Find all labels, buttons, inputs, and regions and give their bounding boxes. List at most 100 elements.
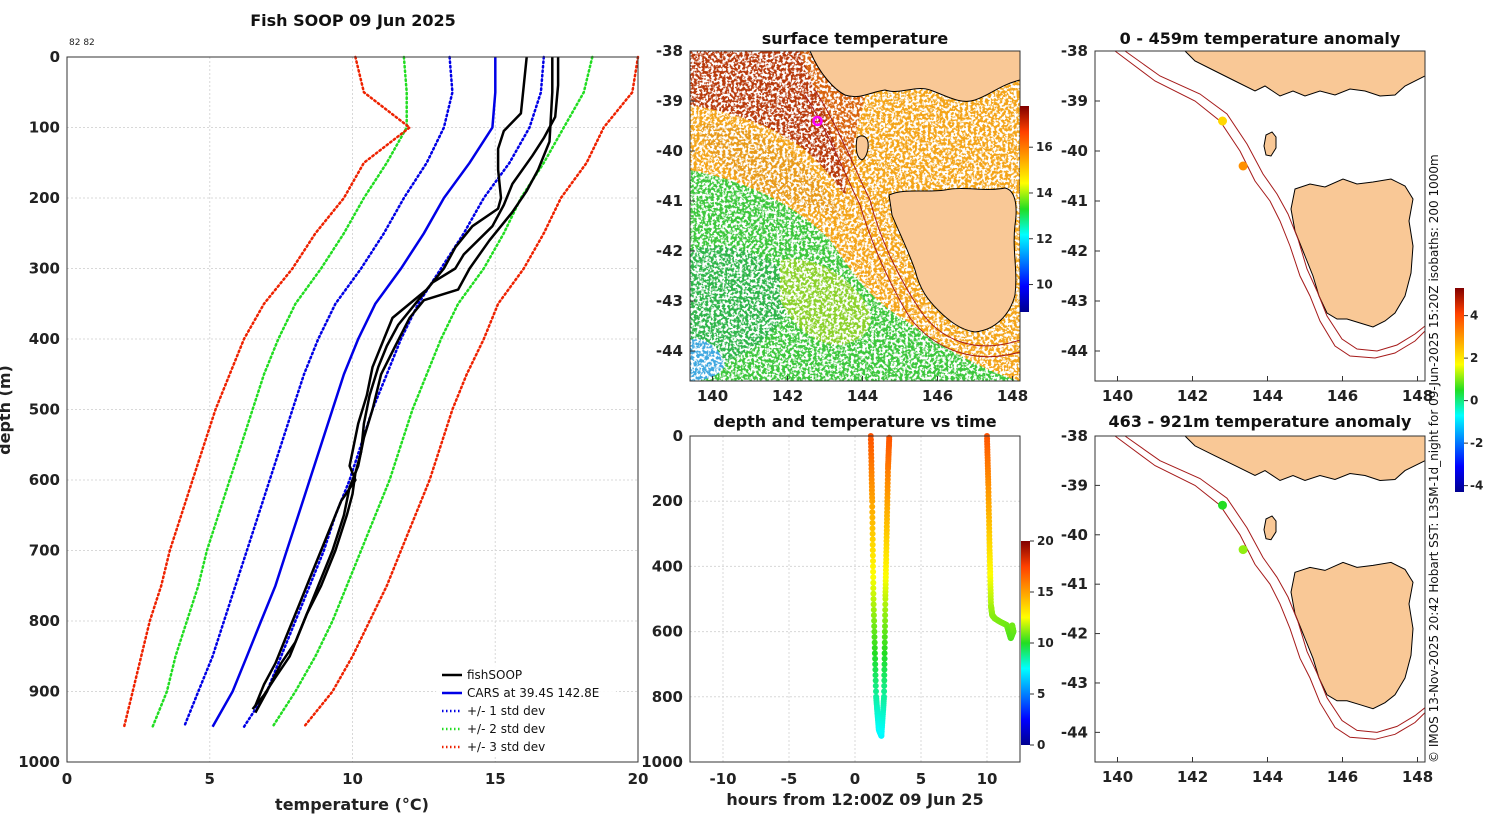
ts-point-0-2-5 — [869, 525, 876, 532]
ts-point-0-7-11 — [881, 634, 888, 640]
anomaly-upper-frame — [1094, 50, 1426, 382]
ts-cb-tick-0: 0 — [1037, 738, 1045, 752]
sst-y-tick-5: -43 — [656, 292, 683, 310]
legend-box — [436, 664, 616, 756]
ts-point-0-7-2 — [881, 682, 888, 689]
profile-y-tick-1: 100 — [29, 119, 60, 137]
sst-title: surface temperature — [762, 29, 949, 48]
sst-isobath-1000 — [804, 94, 1020, 358]
timeseries-grid — [690, 435, 1020, 763]
ts-point-0-3-16 — [872, 682, 879, 689]
sst-tasmania — [888, 187, 1017, 333]
profile-annotation: 82 82 — [69, 38, 95, 48]
ts-point-0-3-4 — [871, 617, 878, 624]
anomaly-lower-x-tick-3: 146 — [1327, 768, 1358, 786]
profile-series — [122, 55, 640, 729]
ts-point-0-3-14 — [872, 672, 879, 679]
legend-1std: +/- 1 std dev — [467, 704, 545, 718]
anomaly-upper-point-0 — [1218, 116, 1227, 126]
profile-series-5 — [302, 55, 640, 729]
anomaly-lower-tasmania — [1290, 561, 1414, 710]
ts-point-0-2-4 — [869, 519, 876, 526]
timeseries-y-ticks: 0 200 400 600 800 1000 — [641, 427, 683, 771]
anomaly-upper-x-tick-1: 142 — [1177, 387, 1208, 405]
anomaly-lower-y-tick-5: -43 — [1061, 674, 1088, 692]
profile-grid — [66, 56, 639, 763]
anomaly-lower-y-ticks: -38 -39 -40 -41 -42 -43 -44 — [1061, 427, 1100, 741]
anomaly-upper-y-tick-6: -44 — [1061, 342, 1088, 360]
profile-y-tick-4: 400 — [29, 330, 60, 348]
timeseries-points — [867, 433, 1017, 739]
sst-king-island — [855, 135, 869, 161]
anomaly-lower-points — [1218, 500, 1248, 555]
anomaly-upper-x-ticks: 140 142 144 146 148 — [1102, 376, 1433, 405]
anomaly-upper-y-tick-4: -42 — [1061, 242, 1088, 260]
timeseries-colorbar: 0 5 10 15 20 — [1021, 534, 1054, 752]
profile-y-tick-5: 500 — [29, 401, 60, 419]
profile-y-ticks: 0 100 200 300 400 500 600 700 800 900 1000 — [18, 48, 60, 771]
sst-mainland — [809, 51, 1020, 102]
ts-point-0-7-5 — [881, 666, 888, 673]
anomaly-upper-y-tick-5: -43 — [1061, 292, 1088, 310]
profile-y-tick-7: 700 — [29, 542, 60, 560]
ts-point-0-7-7 — [881, 655, 888, 662]
anomaly-upper-x-tick-0: 140 — [1102, 387, 1133, 405]
anomaly-cb-tick-0: -4 — [1470, 479, 1483, 493]
ts-point-0-2-14 — [870, 574, 877, 581]
ts-x-tick-1: -5 — [781, 770, 798, 788]
sst-y-tick-2: -40 — [656, 142, 683, 160]
ts-point-0-7-9 — [881, 644, 888, 651]
ts-point-0-3-10 — [871, 650, 878, 657]
ts-y-tick-5: 1000 — [641, 753, 683, 771]
anomaly-cb-tick-4: 4 — [1470, 309, 1478, 323]
profile-y-tick-3: 300 — [29, 260, 60, 278]
anomaly-upper-title: 0 - 459m temperature anomaly — [1120, 29, 1401, 48]
ts-point-0-3-8 — [871, 639, 878, 646]
anomaly-lower-x-ticks: 140 142 144 146 148 — [1102, 757, 1433, 786]
legend-2std: +/- 2 std dev — [467, 722, 545, 736]
anomaly-upper-isobath-1000 — [1114, 50, 1426, 359]
sst-y-tick-1: -39 — [656, 92, 683, 110]
ts-x-tick-4: 10 — [977, 770, 998, 788]
profile-legend: fishSOOP CARS at 39.4S 142.8E +/- 1 std … — [436, 664, 616, 756]
profile-series-6 — [122, 55, 412, 729]
sst-colorbar-ticks: 10 12 14 16 — [1029, 140, 1053, 292]
anomaly-lower-y-tick-1: -39 — [1061, 476, 1088, 494]
profile-series-1 — [242, 55, 546, 729]
ts-point-0-7-8 — [881, 650, 888, 657]
sst-y-tick-4: -42 — [656, 242, 683, 260]
anomaly-colorbar-ramp — [1455, 288, 1464, 492]
profile-series-4 — [151, 55, 408, 729]
ts-point-0-7-12 — [881, 628, 888, 635]
ts-point-0-3-13 — [872, 666, 879, 673]
timeseries-panel: depth and temperature vs time -10 -5 0 5 10 … — [641, 412, 1053, 809]
ts-point-0-2-13 — [870, 568, 877, 575]
ts-point-0-7-17 — [882, 601, 889, 608]
anomaly-upper-map — [1114, 50, 1426, 359]
anomaly-lower-x-tick-4: 148 — [1402, 768, 1433, 786]
ts-point-0-2-0 — [869, 498, 876, 505]
sst-cb-tick-2: 14 — [1036, 186, 1053, 200]
anomaly-upper-y-tick-1: -39 — [1061, 92, 1088, 110]
sst-colorbar: 10 12 14 16 — [1020, 106, 1053, 312]
ts-point-0-3-3 — [870, 612, 877, 619]
anomaly-lower-y-tick-6: -44 — [1061, 723, 1088, 741]
anomaly-upper-y-tick-2: -40 — [1061, 142, 1088, 160]
anomaly-colorbar-ticks: -4 -2 0 2 4 — [1464, 309, 1483, 493]
ts-point-0-3-6 — [871, 628, 878, 635]
ts-point-0-2-9 — [869, 547, 876, 554]
sst-cb-tick-1: 12 — [1036, 232, 1053, 246]
anomaly-lower-y-tick-3: -41 — [1061, 575, 1088, 593]
ts-y-tick-1: 200 — [652, 492, 683, 510]
sst-x-ticks: 140 142 144 146 148 — [697, 376, 1028, 405]
legend-cars: CARS at 39.4S 142.8E — [467, 686, 599, 700]
anomaly-lower-point-0 — [1218, 500, 1227, 510]
anomaly-upper-king-island — [1263, 131, 1277, 157]
profile-series-2 — [182, 55, 454, 729]
profile-y-tick-8: 800 — [29, 612, 60, 630]
ts-point-0-3-11 — [872, 655, 879, 662]
anomaly-cb-tick-2: 0 — [1470, 394, 1478, 408]
sst-y-tick-3: -41 — [656, 192, 683, 210]
anomaly-lower-y-tick-2: -40 — [1061, 526, 1088, 544]
